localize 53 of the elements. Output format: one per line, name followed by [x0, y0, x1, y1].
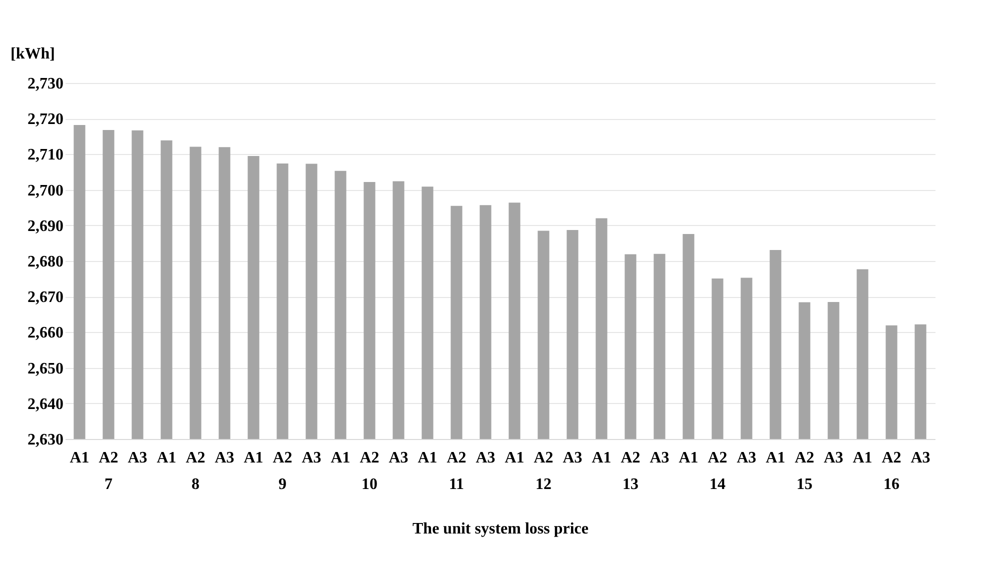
y-tick-label: 2,640 [28, 396, 64, 413]
x-tick-label: A3 [736, 450, 756, 466]
x-tick-label: A2 [534, 450, 554, 466]
x-tick-label: A3 [128, 450, 148, 466]
x-tick-label: A1 [852, 450, 872, 466]
x-tick-label: A3 [476, 450, 496, 466]
text: 15 [796, 476, 812, 493]
y-tick-label: 2,660 [28, 324, 64, 342]
y-tick-label: 2,680 [28, 254, 64, 270]
text: 16 [884, 476, 900, 493]
x-tick-label: A3 [388, 450, 408, 466]
y-tick-label: 2,670 [28, 289, 64, 306]
x-tick-label: A1 [70, 450, 90, 466]
x-tick-label: A2 [446, 450, 466, 466]
x-tick-label: A1 [504, 450, 524, 466]
x-tick-label: A3 [824, 450, 844, 466]
x-tick-label: A3 [910, 450, 930, 466]
x-tick-label: A1 [678, 450, 698, 466]
x-tick-label: A2 [98, 450, 118, 466]
x-axis-title: The unit system loss price [412, 520, 588, 538]
text: 9 [278, 476, 286, 493]
text: 13 [622, 476, 638, 493]
x-tick-label: A1 [330, 450, 350, 466]
x-tick-label: A1 [592, 450, 612, 466]
text: 11 [448, 476, 464, 493]
x-tick-label: A3 [650, 450, 670, 466]
text: 7 [104, 476, 112, 493]
y-tick-label: 2,630 [28, 432, 64, 448]
x-tick-label: A2 [708, 450, 728, 466]
x-tick-label: A2 [272, 450, 292, 466]
x-tick-label: A1 [418, 450, 438, 466]
text: 8 [192, 476, 200, 493]
y-tick-label: 2,720 [28, 111, 64, 128]
y-tick-label: 2,700 [28, 182, 64, 200]
text: 12 [536, 476, 552, 493]
x-tick-label: A1 [156, 450, 176, 466]
text: 10 [362, 476, 378, 493]
y-tick-label: 2,730 [28, 76, 64, 92]
y-tick-label: 2,690 [28, 218, 64, 235]
x-tick-label: A2 [186, 450, 206, 466]
y-axis-title: [kWh] [10, 46, 55, 62]
y-tick-label: 2,710 [28, 146, 64, 164]
x-tick-label: A3 [214, 450, 234, 466]
x-tick-label: A1 [244, 450, 264, 466]
x-tick-label: A2 [882, 450, 902, 466]
x-tick-label: A2 [794, 450, 814, 466]
x-tick-label: A3 [302, 450, 322, 466]
y-tick-label: 2,650 [28, 360, 64, 378]
x-tick-label: A3 [562, 450, 582, 466]
text: 14 [710, 476, 726, 493]
x-tick-label: A1 [766, 450, 786, 466]
x-tick-label: A2 [620, 450, 640, 466]
x-tick-label: A2 [360, 450, 380, 466]
